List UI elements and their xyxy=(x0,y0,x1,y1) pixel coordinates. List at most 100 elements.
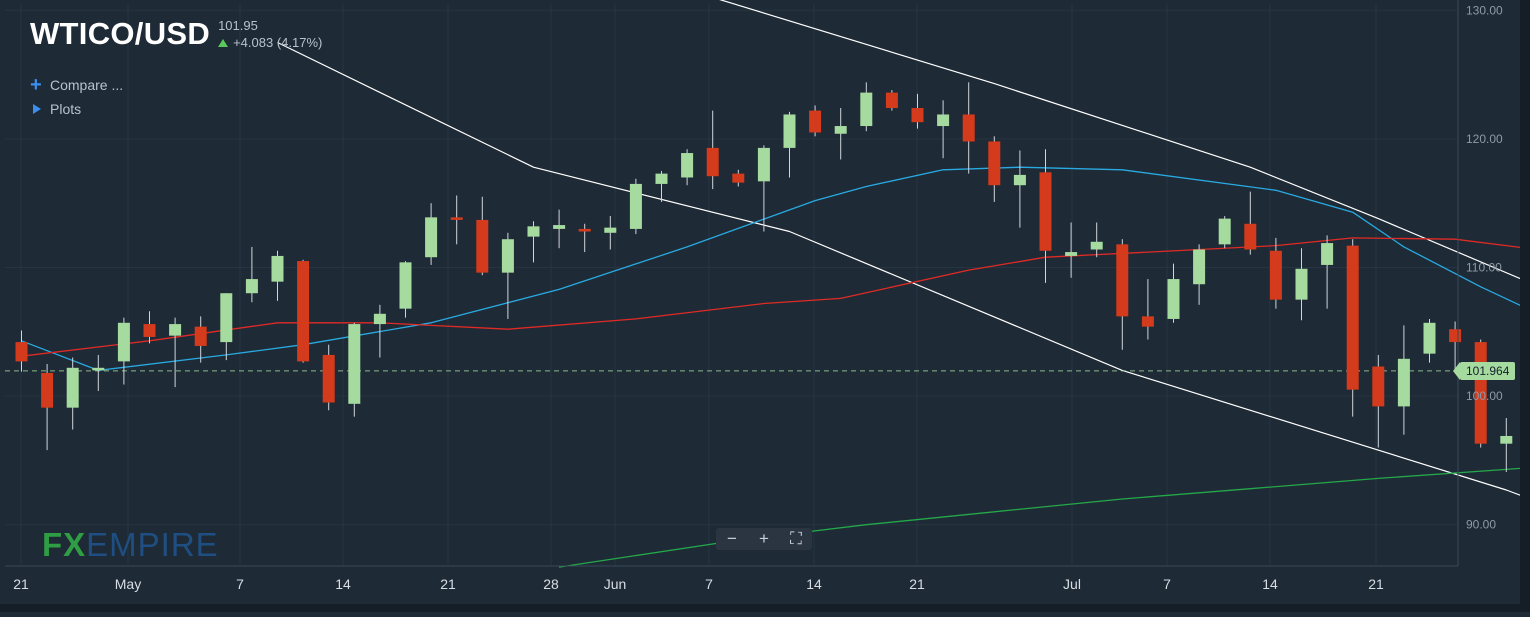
candle-body xyxy=(220,293,232,342)
candle-body xyxy=(92,368,104,371)
candle-body xyxy=(1014,175,1026,185)
x-tick-label: May xyxy=(115,576,141,592)
candle-body xyxy=(1168,279,1180,319)
candle-body xyxy=(451,217,463,220)
candle-body xyxy=(144,324,156,337)
candle-body xyxy=(400,262,412,308)
price-change-value: +4.083 (4.17%) xyxy=(233,34,322,51)
candle-body xyxy=(297,261,309,361)
candle-body xyxy=(681,153,693,177)
x-tick-label: 14 xyxy=(335,576,351,592)
candle-body xyxy=(502,239,514,272)
scroll-gutter xyxy=(1520,0,1530,612)
candle-body xyxy=(1065,252,1077,256)
chart-menu: + Compare ... Plots xyxy=(30,73,123,121)
candle-body xyxy=(963,114,975,141)
candle-body xyxy=(1193,249,1205,284)
logo-empire-text: EMPIRE xyxy=(86,526,219,563)
candle-body xyxy=(656,174,668,184)
candle-body xyxy=(425,217,437,257)
candle-body xyxy=(1347,246,1359,390)
candle-body xyxy=(1398,359,1410,407)
zoom-in-button[interactable]: + xyxy=(748,529,780,549)
candle-body xyxy=(374,314,386,324)
zoom-controls: − + ⛶ xyxy=(716,528,812,550)
candle-body xyxy=(1219,219,1231,245)
candle-body xyxy=(1091,242,1103,250)
candle-body xyxy=(476,220,488,273)
plus-icon: + xyxy=(30,76,50,94)
x-tick-label: 7 xyxy=(705,576,713,592)
zoom-out-button[interactable]: − xyxy=(716,529,748,549)
candle-body xyxy=(1321,243,1333,265)
symbol-title: WTICO/USD xyxy=(30,14,210,54)
candle-body xyxy=(118,323,130,362)
candle-body xyxy=(169,324,181,336)
candle-body xyxy=(937,114,949,126)
candle-body xyxy=(707,148,719,176)
x-tick-label: 7 xyxy=(1163,576,1171,592)
x-tick-label: 21 xyxy=(13,576,29,592)
candle-body xyxy=(16,342,28,361)
candle-body xyxy=(1449,329,1461,342)
price-change: +4.083 (4.17%) xyxy=(218,34,322,51)
x-tick-label: Jul xyxy=(1063,576,1081,592)
compare-button[interactable]: + Compare ... xyxy=(30,73,123,97)
last-price: 101.95 xyxy=(218,17,322,34)
logo-fx-text: FX xyxy=(42,526,86,563)
candle-body xyxy=(195,327,207,346)
candle-body xyxy=(630,184,642,229)
bottom-gutter xyxy=(0,604,1530,612)
candle-body xyxy=(835,126,847,134)
fit-screen-button[interactable]: ⛶ xyxy=(780,529,812,549)
candle-body xyxy=(246,279,258,293)
plots-label: Plots xyxy=(50,101,81,117)
fxempire-logo: FXEMPIRE xyxy=(42,526,219,564)
candle-body xyxy=(553,225,565,229)
x-tick-label: 21 xyxy=(440,576,456,592)
candle-body xyxy=(784,114,796,147)
candle-body xyxy=(1270,251,1282,300)
y-tick-label: 110.00 xyxy=(1466,261,1502,275)
candle-body xyxy=(988,141,1000,185)
candle-body xyxy=(528,226,540,236)
x-tick-label: 7 xyxy=(236,576,244,592)
candle-body xyxy=(912,108,924,122)
candle-body xyxy=(272,256,284,282)
candle-body xyxy=(886,93,898,108)
play-icon xyxy=(33,104,41,114)
candle-body xyxy=(1500,436,1512,444)
plots-button[interactable]: Plots xyxy=(30,97,123,121)
candle-body xyxy=(1142,316,1154,326)
candle-body xyxy=(1116,244,1128,316)
quote-info: 101.95 +4.083 (4.17%) xyxy=(218,17,322,51)
candle-body xyxy=(1296,269,1308,300)
y-tick-label: 120.00 xyxy=(1466,132,1503,146)
candle-body xyxy=(41,373,53,408)
y-tick-label: 100.00 xyxy=(1466,389,1503,403)
candle-body xyxy=(732,174,744,183)
candle-body xyxy=(604,228,616,233)
candle-body xyxy=(348,324,360,404)
candle-body xyxy=(809,111,821,133)
candle-body xyxy=(758,148,770,181)
candle-body xyxy=(323,355,335,403)
x-tick-label: 28 xyxy=(543,576,559,592)
x-tick-label: 21 xyxy=(909,576,925,592)
chart-header: WTICO/USD 101.95 +4.083 (4.17%) xyxy=(30,14,322,54)
x-tick-label: 21 xyxy=(1368,576,1384,592)
x-tick-label: Jun xyxy=(604,576,627,592)
candle-body xyxy=(860,93,872,126)
candle-body xyxy=(1424,323,1436,354)
candle-body xyxy=(67,368,79,408)
candle-body xyxy=(1040,172,1052,250)
arrow-up-icon xyxy=(218,39,228,47)
compare-label: Compare ... xyxy=(50,77,123,93)
candle-body xyxy=(1244,224,1256,250)
y-tick-label: 90.00 xyxy=(1466,518,1496,532)
candle-body xyxy=(1372,367,1384,407)
x-tick-label: 14 xyxy=(806,576,822,592)
x-tick-label: 14 xyxy=(1262,576,1278,592)
